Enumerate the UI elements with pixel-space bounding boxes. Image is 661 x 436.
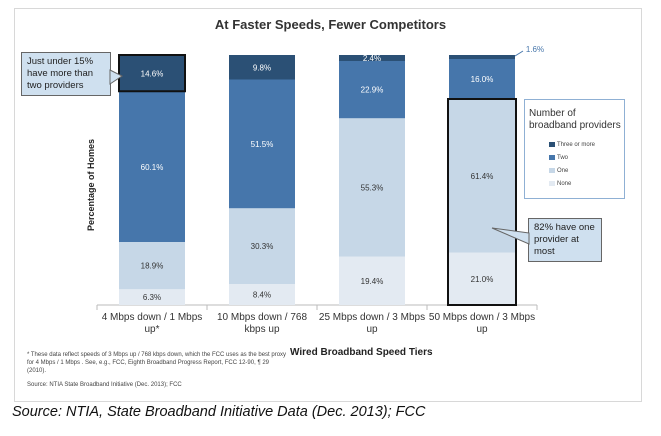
- caption: Source: NTIA, State Broadband Initiative…: [12, 404, 426, 420]
- left-callout: Just under 15% have more than two provid…: [21, 52, 111, 96]
- bar-one: [229, 208, 295, 284]
- right-callout: 82% have one provider at most: [528, 218, 602, 262]
- data-label: 19.4%: [361, 277, 384, 286]
- chart-frame: [14, 8, 642, 402]
- x-tick-label: 25 Mbps down / 3 Mbps up: [318, 312, 426, 335]
- x-tick-label: 10 Mbps down / 768 kbps up: [216, 312, 308, 335]
- chart-source: Source: NTIA State Broadband Initiative …: [27, 382, 182, 388]
- data-label: 55.3%: [361, 183, 384, 192]
- footnote: * These data reflect speeds of 3 Mbps up…: [27, 352, 287, 374]
- legend-swatch: [549, 142, 555, 147]
- legend-item: None: [549, 177, 624, 190]
- data-label: 8.4%: [253, 291, 271, 300]
- bar-one: [119, 242, 185, 290]
- bar-none: [449, 252, 515, 305]
- x-axis-label: Wired Broadband Speed Tiers: [290, 347, 433, 358]
- legend-swatch: [549, 155, 555, 160]
- bar-none: [339, 256, 405, 305]
- leader-line: [514, 50, 524, 57]
- bar-two: [449, 59, 515, 99]
- data-label: 6.3%: [143, 293, 161, 302]
- data-label: 14.6%: [141, 70, 164, 79]
- legend: Number of broadband providers Three or m…: [524, 99, 625, 199]
- data-label: 61.4%: [471, 172, 494, 181]
- legend-item: Two: [549, 151, 624, 164]
- bar-two: [339, 61, 405, 119]
- bar-three-or-more: [339, 55, 405, 61]
- legend-title: Number of broadband providers: [529, 108, 621, 131]
- bar-three-or-more: [229, 55, 295, 80]
- data-label: 30.3%: [251, 242, 274, 251]
- chart-title: At Faster Speeds, Fewer Competitors: [214, 17, 447, 32]
- x-tick-label: 4 Mbps down / 1 Mbps up*: [101, 312, 203, 335]
- bar-two: [229, 79, 295, 209]
- data-label: 9.8%: [253, 63, 271, 72]
- data-label: 21.0%: [471, 275, 494, 284]
- highlight-box: [447, 98, 517, 306]
- bar-none: [119, 289, 185, 305]
- legend-item: Three or more: [549, 138, 624, 151]
- data-label: 18.9%: [141, 262, 164, 271]
- bar-one: [449, 99, 515, 253]
- legend-swatch: [549, 168, 555, 173]
- bar-two: [119, 91, 185, 242]
- data-label: 51.5%: [251, 140, 274, 149]
- legend-swatch: [549, 181, 555, 186]
- bar-three-or-more: [449, 55, 515, 59]
- bar-one: [339, 118, 405, 257]
- bar-none: [229, 284, 295, 305]
- data-label: 16.0%: [471, 75, 494, 84]
- x-tick-label: 50 Mbps down / 3 Mbps up: [428, 312, 536, 335]
- data-label: 22.9%: [361, 86, 384, 95]
- data-label: 1.6%: [526, 45, 544, 54]
- legend-item: One: [549, 164, 624, 177]
- bar-three-or-more: [119, 55, 185, 92]
- data-label: 2.4%: [363, 54, 381, 63]
- data-label: 60.1%: [141, 163, 164, 172]
